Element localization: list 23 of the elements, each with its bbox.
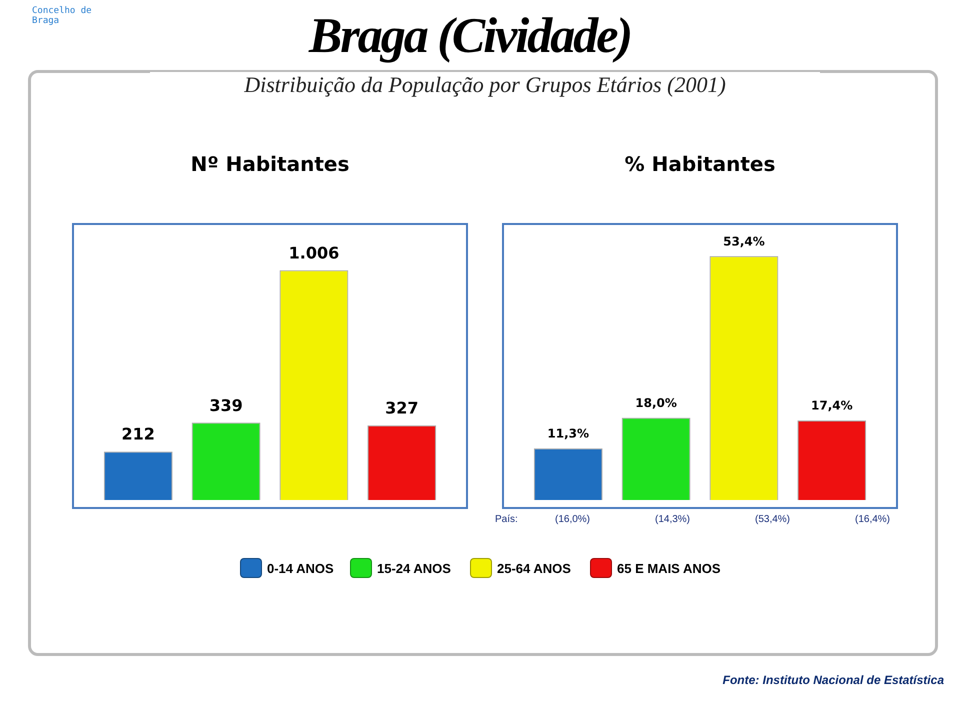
- data-label: 327: [385, 398, 419, 418]
- data-label: 1.006: [288, 243, 340, 262]
- text: (16,4%): [855, 514, 890, 525]
- text: Concelho de Braga: [32, 6, 92, 26]
- legend-label: 0-14 ANOS: [267, 560, 334, 576]
- chart-title: Nº Habitantes: [190, 152, 350, 176]
- data-label: 339: [209, 396, 243, 415]
- data-label: 18,0%: [635, 396, 677, 410]
- chart-title: % Habitantes: [624, 152, 776, 176]
- legend-label: 15-24 ANOS: [377, 560, 451, 576]
- data-label: 17,4%: [810, 398, 853, 413]
- text: Distribuição da População por Grupos Etários (2001): [150, 72, 820, 98]
- data-label: 11,3%: [547, 426, 590, 441]
- text: Braga (Cividade): [308, 6, 632, 64]
- legend-label: 65 E MAIS ANOS: [617, 560, 721, 576]
- source-note: Fonte: Instituto Nacional de Estatística: [722, 673, 944, 687]
- text: (53,4%): [755, 514, 790, 525]
- legend-label: 25-64 ANOS: [497, 560, 571, 576]
- data-label: 212: [121, 424, 155, 444]
- text: (16,0%): [555, 514, 590, 525]
- text: (14,3%): [655, 514, 690, 525]
- data-label: 53,4%: [723, 234, 765, 248]
- text: País:: [495, 514, 518, 525]
